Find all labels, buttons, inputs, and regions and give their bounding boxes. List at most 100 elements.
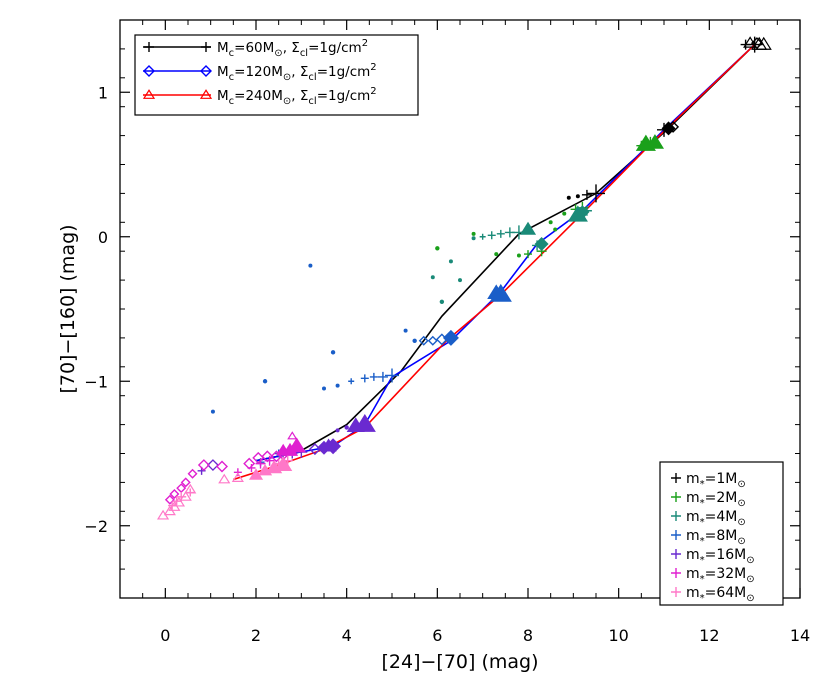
data-point-m8-7 [385, 368, 399, 383]
data-point-m32-12 [180, 477, 191, 488]
data-point-m64-7 [179, 490, 192, 501]
data-point-m8-11 [348, 378, 355, 385]
data-point-m32-17 [255, 458, 266, 469]
data-point-m8-2 [442, 329, 459, 346]
data-point-m32-5 [270, 450, 283, 463]
data-point-m8-15 [403, 328, 408, 333]
data-point-m4-5 [479, 233, 486, 240]
data-point-m16-1 [346, 417, 365, 432]
x-tick-label: 12 [699, 626, 719, 645]
legend-top-marker-left [142, 89, 156, 99]
data-point-m32-14 [169, 488, 180, 499]
legend-bottom-label: m*=32M⊙ [686, 566, 755, 585]
data-point-m32-18 [247, 463, 256, 472]
data-point-m32-8 [243, 457, 256, 470]
data-point-m2-12 [471, 231, 476, 236]
data-point-m8-14 [330, 350, 336, 355]
data-point-m8-6 [412, 338, 417, 343]
data-point-m16-2 [344, 425, 349, 430]
data-point-m64-10 [163, 505, 176, 516]
data-point-m64-11 [156, 509, 170, 520]
legend-top: Mc=60M⊙, Σcl=1g/cm2 Mc=120M⊙, Σcl=1g/cm2 M… [134, 34, 419, 116]
data-point-m4-13 [430, 275, 435, 280]
legend-bottom-marker [671, 473, 681, 483]
data-point-m4-4 [487, 231, 496, 240]
legend-bottom-marker [671, 530, 681, 540]
data-point-m16-11 [206, 459, 219, 472]
data-point-m32-3 [287, 431, 298, 440]
data-point-m1-8 [667, 120, 680, 133]
data-point-m2-3 [636, 140, 647, 151]
y-tick-label: 0 [98, 228, 108, 247]
legend-bottom-label: m*=4M⊙ [686, 509, 746, 528]
legend-top-box [134, 34, 419, 116]
data-point-m64-14 [168, 501, 177, 510]
data-point-m4-8 [532, 240, 543, 251]
data-point-m4-2 [504, 227, 515, 238]
legend-top-label: Mc=120M⊙, Σcl=1g/cm2 [217, 62, 377, 83]
data-point-m64-3 [248, 468, 264, 480]
x-tick-label: 10 [608, 626, 628, 645]
legend-top-marker-right [201, 42, 211, 52]
legend-bottom-label: m*=16M⊙ [686, 547, 755, 566]
legend-bottom-label: m*=64M⊙ [686, 585, 755, 604]
data-point-m1-9 [587, 184, 605, 203]
y-axis-title: [70]−[160] (mag) [57, 224, 79, 393]
axes: 0 2 4 6 8 10 12 14 −2 −1 0 1 [84, 19, 810, 645]
data-point-m16-10 [320, 438, 337, 452]
data-point-m64-13 [172, 497, 181, 506]
data-point-m2-14 [548, 220, 553, 225]
data-point-m16-3 [335, 428, 340, 433]
legend-bottom-marker [671, 568, 681, 578]
legend-bottom-label: m*=2M⊙ [686, 490, 746, 509]
data-point-m32-10 [197, 459, 210, 472]
data-point-m2-7 [553, 227, 558, 232]
legend-bottom: m*=1M⊙m*=2M⊙m*=4M⊙m*=8M⊙m*=16M⊙m*=32M⊙m*… [659, 461, 784, 606]
x-tick-label: 4 [342, 626, 352, 645]
data-point-m64-15 [186, 488, 195, 497]
legend-top-marker-left [144, 42, 154, 52]
data-point-m8-1 [487, 284, 506, 300]
data-point-m4-15 [439, 299, 445, 304]
data-point-m32-9 [216, 460, 228, 473]
data-point-m4-6 [471, 236, 476, 241]
legend-top-label: Mc=60M⊙, Σcl=1g/cm2 [217, 38, 368, 59]
y-tick-label: 1 [98, 83, 108, 102]
legend-top-marker-left [143, 65, 155, 77]
data-point-m1-10 [581, 189, 592, 200]
data-point-m8-12 [335, 383, 340, 388]
data-point-m64-1 [266, 460, 283, 474]
data-point-m64-16 [282, 455, 293, 466]
legend-bottom-label: m*=8M⊙ [686, 528, 746, 547]
x-tick-label: 14 [790, 626, 810, 645]
y-tick-label: −1 [84, 372, 108, 391]
data-point-m4-1 [519, 221, 537, 235]
data-point-m1-5 [750, 37, 763, 50]
data-point-m1-3 [755, 36, 772, 50]
data-point-m64-2 [257, 464, 273, 476]
plot-area [156, 36, 772, 520]
x-tick-label: 8 [523, 626, 533, 645]
data-point-m2-2 [644, 136, 657, 149]
x-tick-label: 6 [432, 626, 442, 645]
legend-bottom-box [659, 461, 784, 606]
x-tick-label: 2 [251, 626, 261, 645]
data-point-m2-9 [524, 250, 532, 259]
legend-bottom-marker [671, 587, 681, 597]
data-point-m2-10 [516, 253, 521, 258]
data-point-m32-15 [164, 494, 175, 505]
data-point-m8-13 [322, 386, 326, 391]
x-tick-label: 0 [160, 626, 170, 645]
data-point-m64-12 [176, 491, 187, 502]
data-point-m8-16 [308, 263, 313, 268]
data-point-m32-11 [187, 468, 198, 479]
legend-bottom-marker [671, 511, 681, 521]
data-point-m4-11 [581, 205, 592, 216]
legend-top-label: Mc=240M⊙, Σcl=1g/cm2 [217, 86, 377, 107]
data-point-m8-3 [435, 333, 448, 346]
data-point-m4-3 [496, 229, 505, 238]
data-point-m8-17 [262, 379, 268, 384]
data-point-m64-17 [274, 459, 283, 468]
